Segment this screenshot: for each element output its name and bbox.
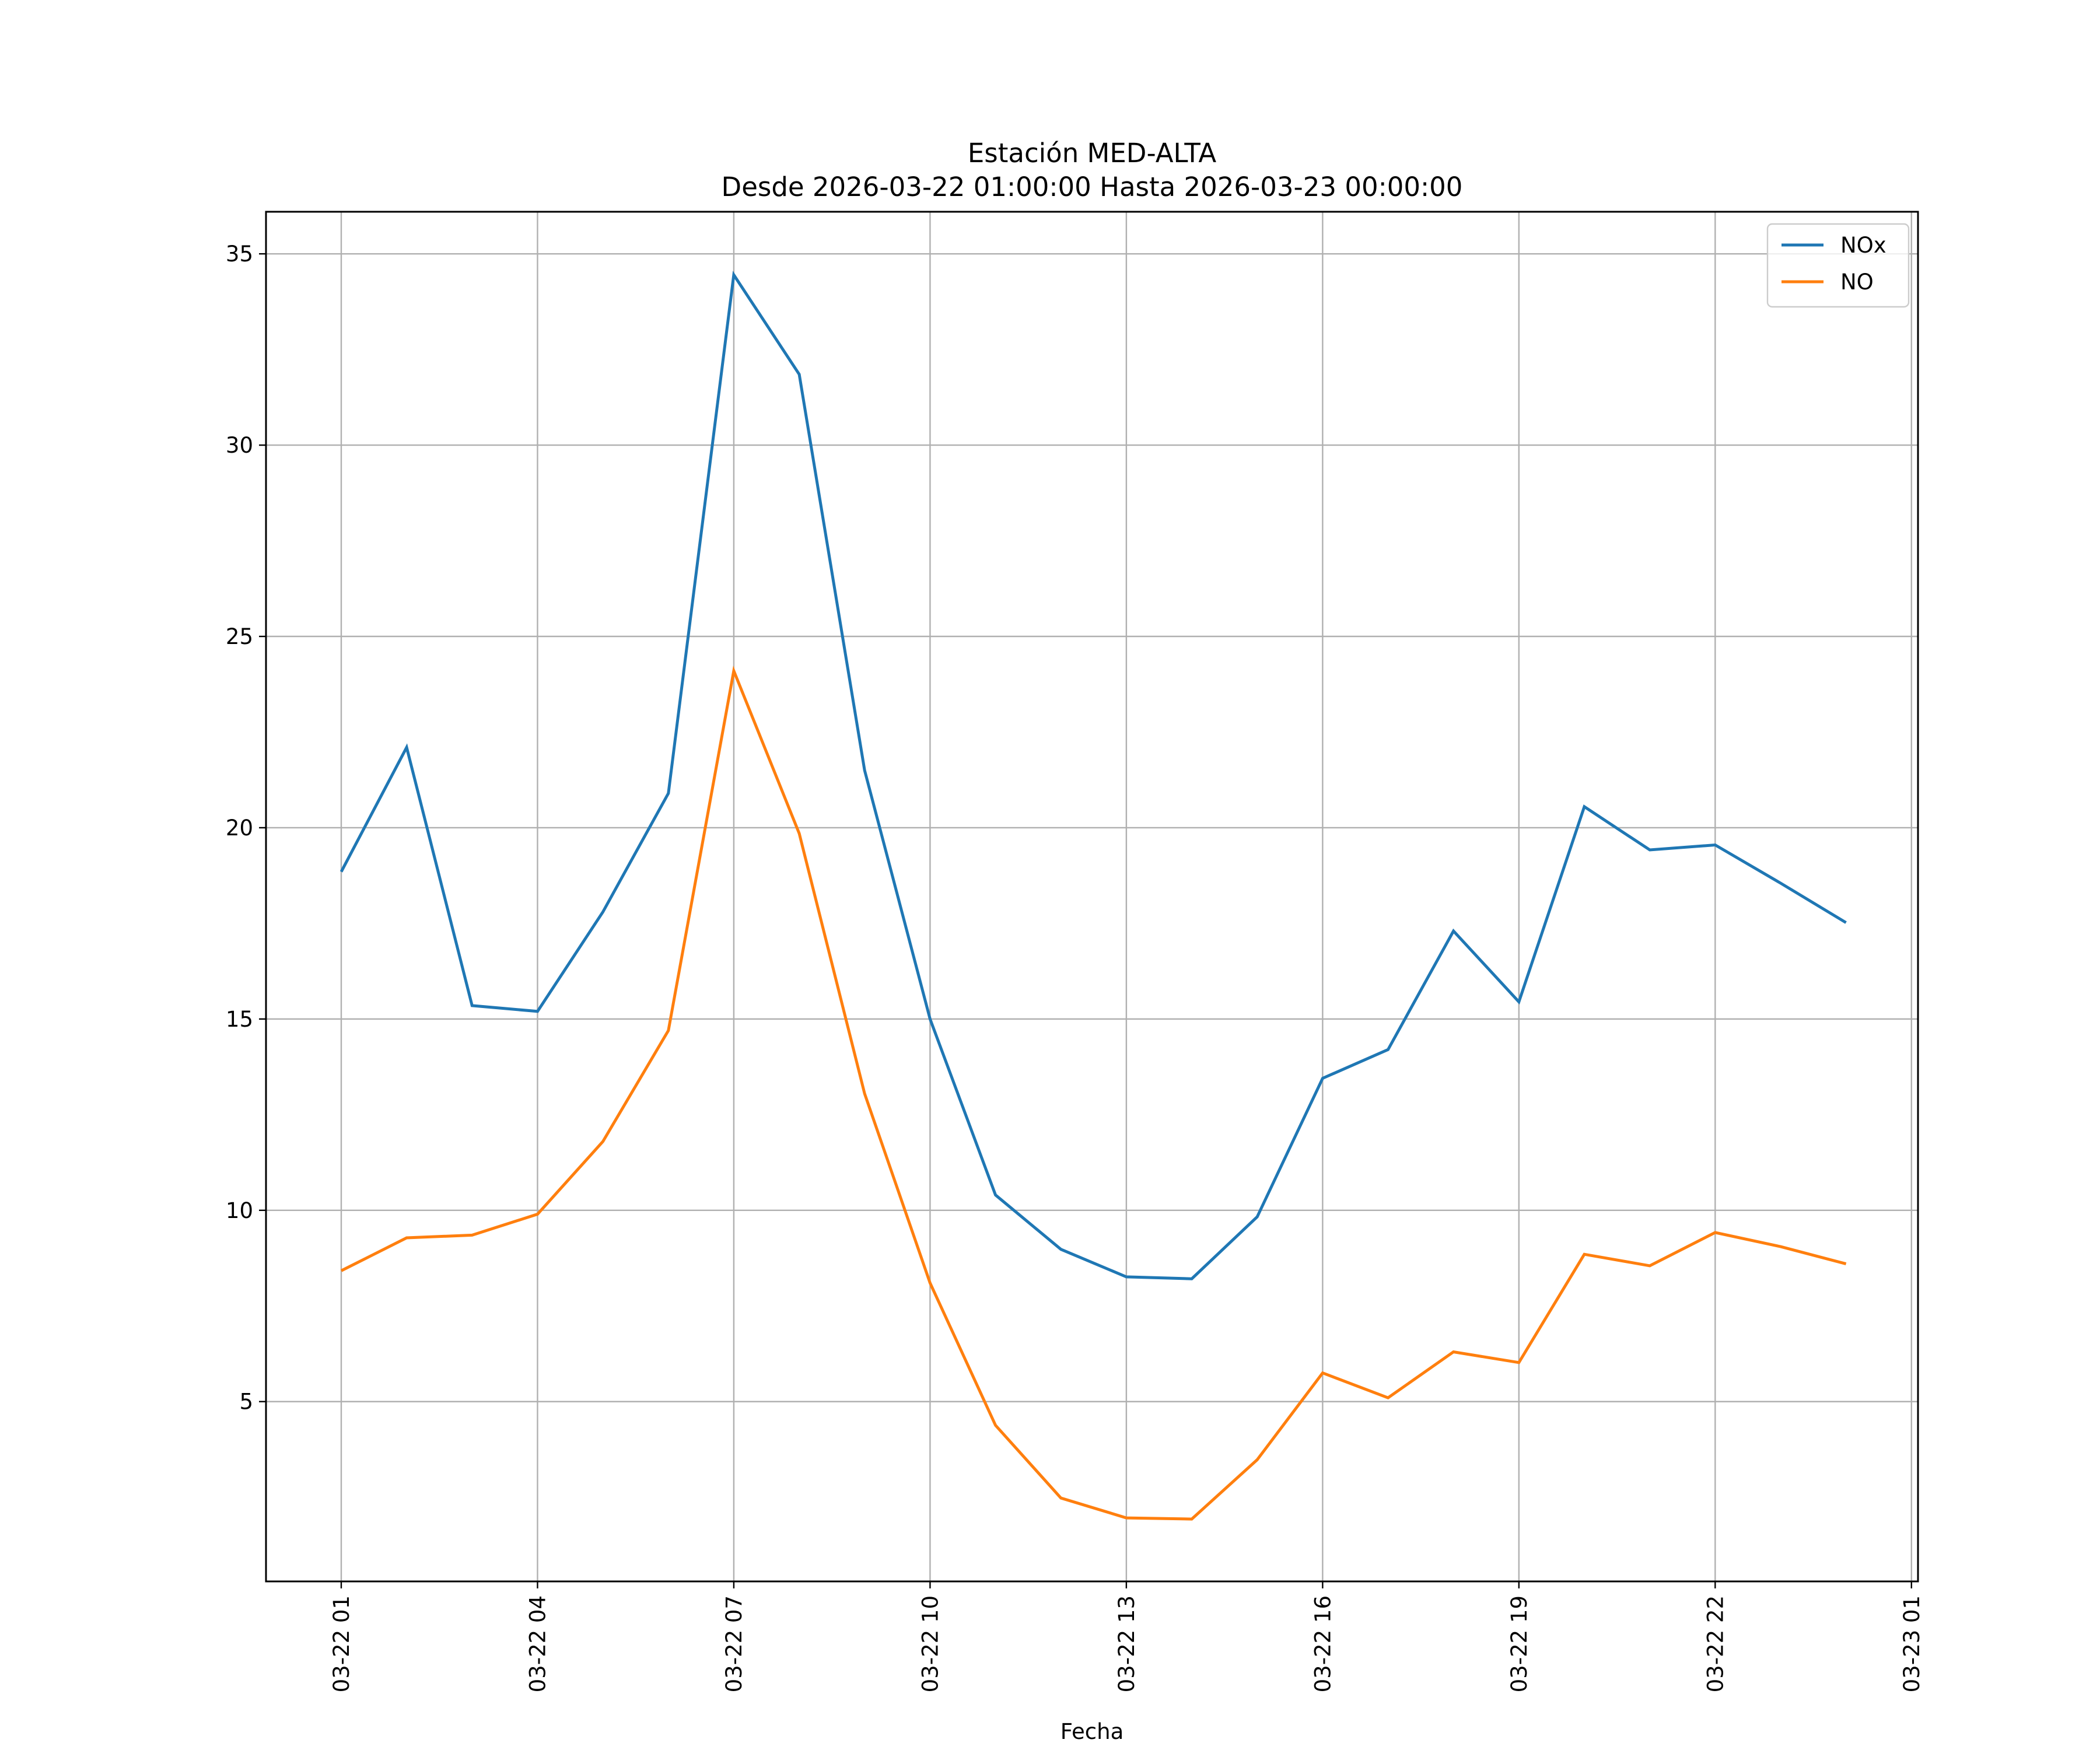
legend-box [1766,223,1910,308]
y-tick-label: 25 [226,624,253,649]
legend: NOx NO [1766,223,1910,308]
y-tick-label: 10 [226,1198,253,1223]
y-axis: 5 10 15 20 25 30 35 [226,242,266,1415]
series-line-nox [340,271,1847,1280]
y-tick-label: 5 [239,1390,253,1415]
x-tick-label: 03-23 01 [1899,1595,1924,1692]
x-tick-label: 03-22 01 [329,1595,354,1692]
grid [266,212,1918,1581]
legend-label-nox: NOx [1840,233,1887,258]
x-tick-label: 03-22 19 [1507,1595,1532,1692]
x-axis-label: Fecha [1060,1719,1124,1744]
y-tick-label: 35 [226,242,253,267]
x-tick-label: 03-22 07 [722,1595,747,1692]
x-tick-label: 03-22 13 [1114,1595,1139,1692]
plot-frame [265,211,1919,1583]
x-tick-label: 03-22 22 [1703,1595,1728,1692]
series-lines [340,271,1847,1521]
y-tick-label: 30 [226,433,253,458]
x-tick-label: 03-22 16 [1310,1595,1335,1692]
legend-label-no: NO [1840,270,1874,295]
y-tick-label: 20 [226,816,253,841]
x-tick-label: 03-22 04 [525,1595,550,1692]
chart-title: Estación MED-ALTA [968,138,1217,169]
x-axis: 03-22 01 03-22 04 03-22 07 03-22 10 03-22 13… [329,1581,1924,1692]
series-line-no [340,666,1847,1521]
x-tick-label: 03-22 10 [918,1595,943,1692]
y-tick-label: 15 [226,1007,253,1032]
chart-subtitle: Desde 2026-03-22 01:00:00 Hasta 2026-03-… [722,172,1463,202]
